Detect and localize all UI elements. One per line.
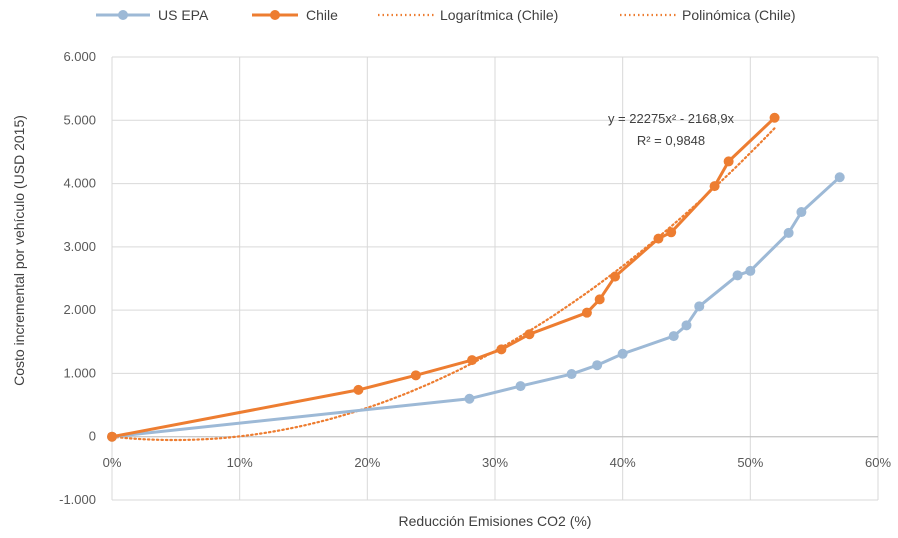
- legend-item-logaritmica: Logarítmica (Chile): [378, 7, 558, 23]
- y-axis-title: Costo incremental por vehículo (USD 2015…: [11, 115, 27, 386]
- x-tick-label: 20%: [354, 455, 380, 470]
- axis-ticks: -1.000 0 1.000 2.000 3.000 4.000 5.000 6.000 0% 1…: [59, 49, 891, 507]
- grid: [111, 56, 879, 501]
- legend-label-logaritmica: Logarítmica (Chile): [440, 7, 558, 23]
- chile-series-point: [524, 329, 535, 340]
- legend: US EPA Chile Logarítmica (Chile) Polinóm…: [96, 7, 796, 23]
- us-epa-series-point: [783, 227, 794, 238]
- x-tick-label: 60%: [865, 455, 891, 470]
- y-tick-label: 4.000: [63, 176, 96, 191]
- legend-item-us-epa: US EPA: [96, 7, 209, 23]
- chile-series-point: [653, 233, 664, 244]
- us-epa-series-point: [681, 320, 692, 331]
- x-axis-title: Reducción Emisiones CO2 (%): [399, 513, 592, 529]
- legend-label-polinomica: Polinómica (Chile): [682, 7, 796, 23]
- legend-marker-us-epa: [118, 10, 128, 20]
- chile-series-point: [666, 227, 677, 238]
- us-epa-series-line: [111, 176, 841, 439]
- us-epa-series-point: [592, 360, 603, 371]
- us-epa-series-point: [834, 172, 845, 183]
- us-epa-series-point: [796, 207, 807, 218]
- us-epa-series-point: [515, 381, 526, 392]
- x-tick-label: 0%: [103, 455, 122, 470]
- y-tick-label: 6.000: [63, 49, 96, 64]
- trendline-r-squared: R² = 0,9848: [637, 133, 705, 148]
- chile-series-point: [610, 271, 621, 282]
- x-tick-label: 50%: [737, 455, 763, 470]
- y-tick-label: -1.000: [59, 492, 96, 507]
- chile-series-point: [723, 156, 734, 167]
- legend-item-chile: Chile: [252, 7, 338, 23]
- chile-series-point: [709, 181, 720, 192]
- legend-label-us-epa: US EPA: [158, 7, 209, 23]
- legend-label-chile: Chile: [306, 7, 338, 23]
- chile-series-point: [581, 307, 592, 318]
- chile-series-point: [410, 370, 421, 381]
- us-epa-series-point: [617, 348, 628, 359]
- legend-marker-chile: [270, 10, 280, 20]
- y-tick-label: 1.000: [63, 365, 96, 380]
- us-epa-series-point: [566, 369, 577, 380]
- x-tick-label: 10%: [227, 455, 253, 470]
- us-epa-series-point: [668, 331, 679, 342]
- us-epa-series-point: [694, 301, 705, 312]
- us-epa-series-point: [464, 393, 475, 404]
- chile-series-line: [111, 116, 776, 439]
- y-tick-label: 2.000: [63, 302, 96, 317]
- us-epa-series-point: [745, 265, 756, 276]
- chile-series-point: [107, 431, 117, 442]
- us-epa-series-point: [732, 270, 743, 281]
- y-tick-label: 3.000: [63, 239, 96, 254]
- x-tick-label: 40%: [610, 455, 636, 470]
- chile-series-point: [769, 112, 780, 123]
- polynomial-trendline: [110, 127, 776, 442]
- x-tick-label: 30%: [482, 455, 508, 470]
- y-tick-label: 0: [89, 429, 96, 444]
- chile-series-point: [496, 344, 507, 355]
- legend-item-polinomica: Polinómica (Chile): [620, 7, 796, 23]
- chile-series-point: [353, 384, 364, 395]
- chile-series-point: [594, 294, 605, 305]
- y-tick-label: 5.000: [63, 112, 96, 127]
- series-layer: [107, 112, 845, 442]
- trendline-equation: y = 22275x² - 2168,9x: [608, 111, 735, 126]
- chile-series-point: [467, 355, 478, 366]
